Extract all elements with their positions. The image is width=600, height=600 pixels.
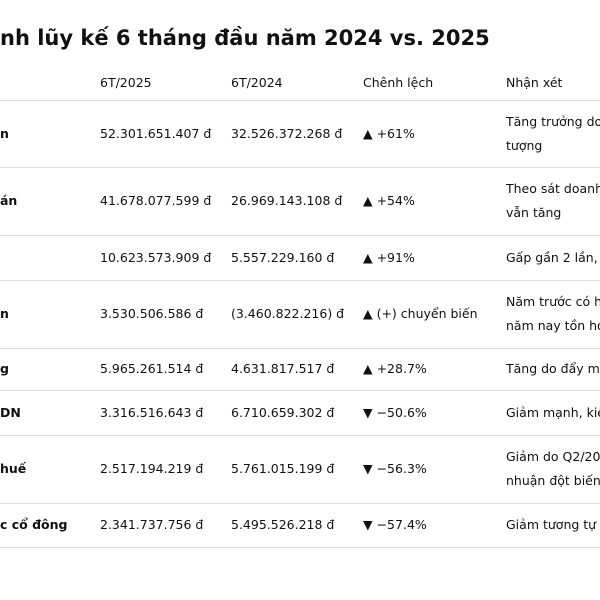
row-divider xyxy=(0,167,600,168)
note-line: vẫn tăng xyxy=(506,205,562,220)
note-line: Theo sát doanh xyxy=(506,181,600,196)
cell: Giảm do Q2/20 nhuận đột biến xyxy=(506,435,600,503)
cell: 32.526.372.268 đ xyxy=(231,125,343,141)
column-header: 6T/2024 xyxy=(231,75,283,90)
cell: 52.301.651.407 đ xyxy=(100,125,212,141)
cell: 26.969.143.108 đ xyxy=(231,193,343,208)
row-label: n xyxy=(0,306,9,321)
row-divider xyxy=(0,348,600,349)
cell: 4.631.817.517 đ xyxy=(231,361,335,376)
cell: ▲ (+) chuyển biến xyxy=(363,306,478,321)
cell: Gấp gần 2 lần, h xyxy=(506,235,600,280)
note-line: Gấp gần 2 lần, h xyxy=(506,249,600,265)
row-divider xyxy=(0,503,600,504)
cell: ▼ −57.4% xyxy=(363,517,427,532)
row-divider xyxy=(0,100,600,101)
note-line: năm nay tồn ho xyxy=(506,318,600,333)
cell: 5.965.261.514 đ xyxy=(100,361,204,376)
row-divider xyxy=(0,235,600,236)
column-header: Chênh lệch xyxy=(363,75,434,90)
column-header: Nhận xét xyxy=(506,75,563,90)
note-line: Năm trước có h xyxy=(506,294,600,309)
row-label: c cổ đông xyxy=(0,517,68,532)
note-line: nhuận đột biến xyxy=(506,473,600,488)
note-line: tượng xyxy=(506,137,543,153)
cell: 10.623.573.909 đ xyxy=(100,249,212,265)
note-line: Giảm tương tự xyxy=(506,517,597,532)
note-line: Tăng trưởng do xyxy=(506,113,600,129)
cell: 5.761.015.199 đ xyxy=(231,461,335,476)
column-header: 6T/2025 xyxy=(100,75,152,90)
cell: 2.341.737.756 đ xyxy=(100,517,204,532)
cell: 3.530.506.586 đ xyxy=(100,306,204,321)
cell: ▲ +54% xyxy=(363,193,415,208)
cell: 3.316.516.643 đ xyxy=(100,404,204,420)
note-line: Giảm do Q2/20 xyxy=(506,449,600,464)
cell: Giảm tương tự xyxy=(506,503,596,547)
cell: 6.710.659.302 đ xyxy=(231,404,335,420)
row-label: g xyxy=(0,361,9,376)
row-label: huế xyxy=(0,461,27,476)
cell: Năm trước có h năm nay tồn ho xyxy=(506,280,600,348)
row-divider xyxy=(0,435,600,436)
cell: Theo sát doanh vẫn tăng xyxy=(506,167,600,235)
cell: Giảm mạnh, kiể xyxy=(506,390,600,435)
cell: 41.678.077.599 đ xyxy=(100,193,212,208)
row-divider xyxy=(0,390,600,391)
cell: Tăng trưởng do tượng xyxy=(506,100,600,167)
cell: (3.460.822.216) đ xyxy=(231,306,345,321)
cell: 5.495.526.218 đ xyxy=(231,517,335,532)
cell: 5.557.229.160 đ xyxy=(231,249,335,265)
cell: ▲ +91% xyxy=(363,249,415,265)
cell: ▲ +61% xyxy=(363,125,415,141)
cell: 2.517.194.219 đ xyxy=(100,461,204,476)
note-line: Tăng do đẩy mạ xyxy=(506,361,600,376)
row-label: án xyxy=(0,193,18,208)
cell: ▼ −56.3% xyxy=(363,461,427,476)
row-label: DN xyxy=(0,404,21,420)
cell: Tăng do đẩy mạ xyxy=(506,348,600,390)
row-label: n xyxy=(0,125,9,141)
row-divider xyxy=(0,547,600,548)
note-line: Giảm mạnh, kiể xyxy=(506,404,600,420)
cell: ▼ −50.6% xyxy=(363,404,427,420)
title: nh lũy kế 6 tháng đầu năm 2024 vs. 2025 xyxy=(0,26,490,50)
row-divider xyxy=(0,280,600,281)
cell: ▲ +28.7% xyxy=(363,361,427,376)
